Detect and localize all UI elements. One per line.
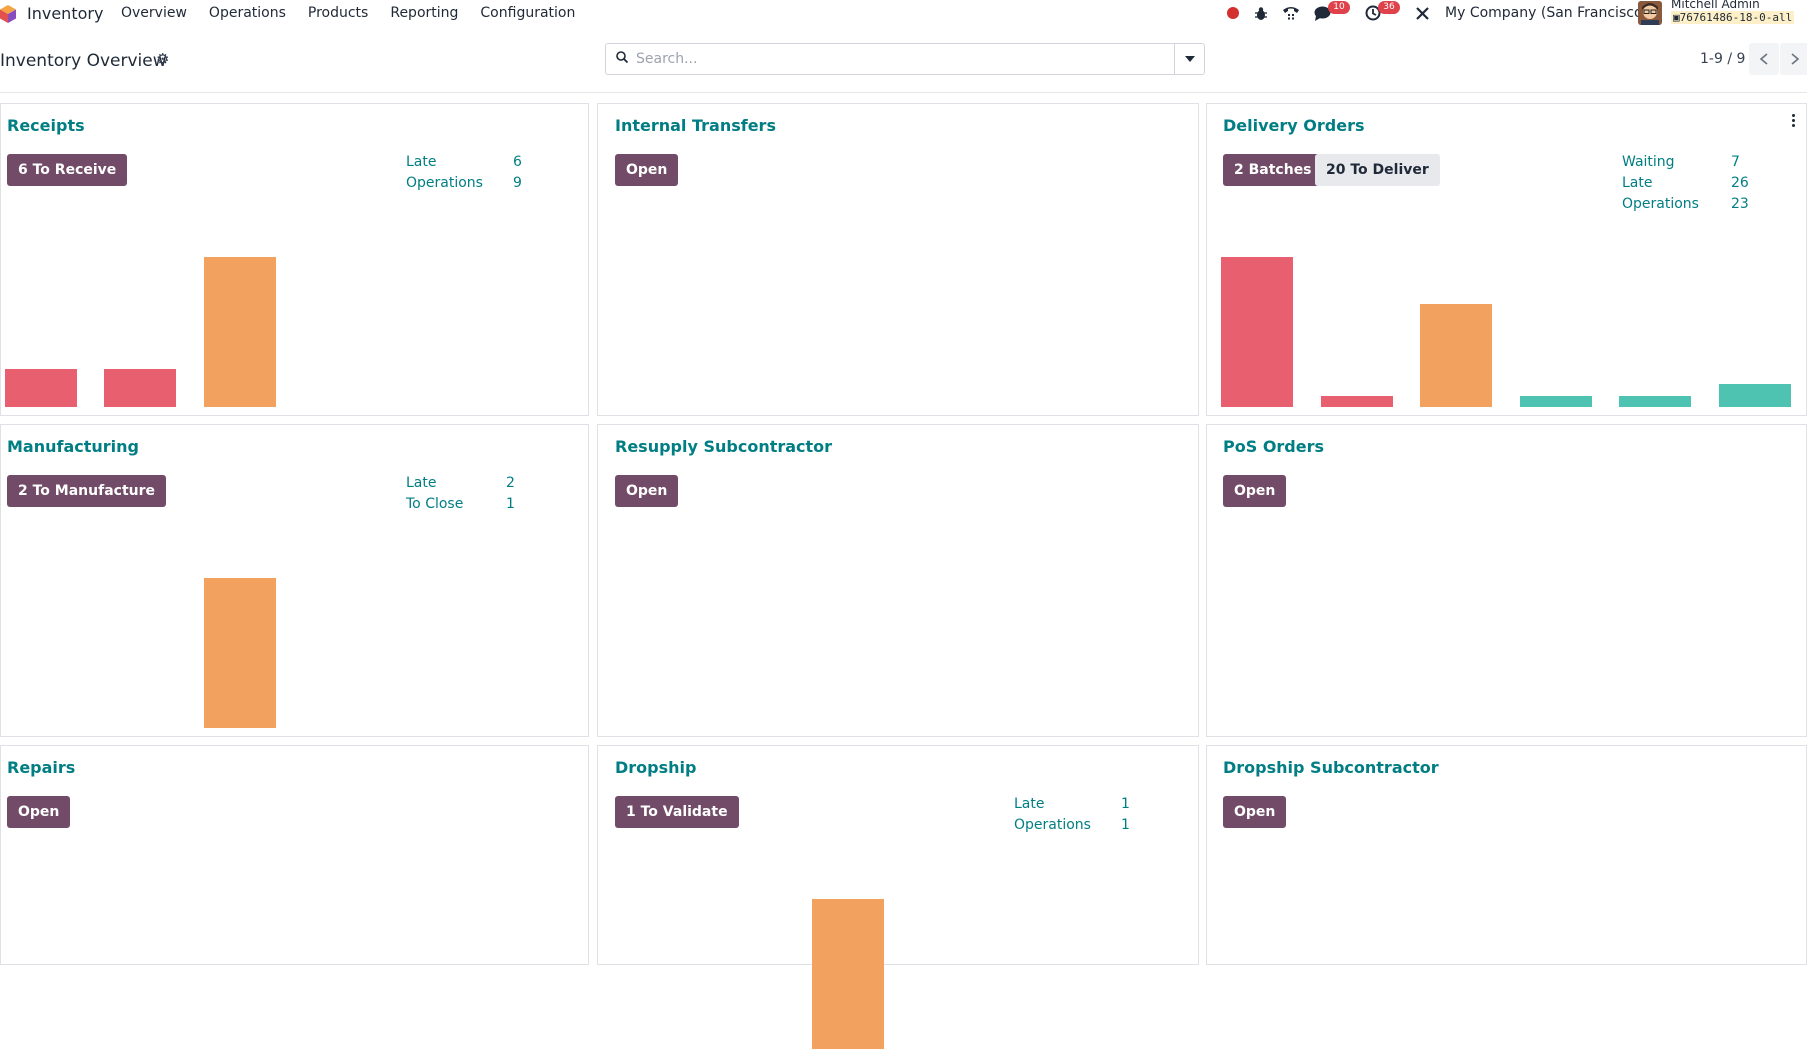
stat-waiting-label[interactable]: Waiting (1622, 154, 1675, 170)
user-avatar[interactable] (1638, 1, 1662, 25)
stat-late-label[interactable]: Late (1622, 175, 1653, 191)
menu-products[interactable]: Products (307, 5, 369, 21)
chart-bar-late[interactable] (5, 369, 77, 407)
stat-operations-label[interactable]: Operations (406, 175, 483, 191)
messages-icon[interactable] (1314, 6, 1331, 21)
card-repairs: Repairs Open (0, 745, 589, 965)
top-navbar: Inventory Overview Operations Products R… (0, 0, 1807, 28)
recording-icon[interactable] (1227, 7, 1239, 19)
control-panel-divider (0, 92, 1807, 93)
card-title-repairs[interactable]: Repairs (7, 758, 76, 777)
open-button[interactable]: Open (1223, 796, 1287, 828)
chart-bar-future[interactable] (1619, 396, 1691, 407)
chart-bar-future[interactable] (1719, 384, 1791, 407)
card-title-pos-orders[interactable]: PoS Orders (1223, 437, 1325, 456)
activities-badge: 36 (1378, 1, 1400, 14)
stat-to-close-label[interactable]: To Close (406, 496, 464, 512)
chart-bar-future[interactable] (1520, 396, 1592, 407)
card-dropship-subcontractor: Dropship Subcontractor Open (1206, 745, 1807, 965)
menu-reporting[interactable]: Reporting (390, 5, 459, 21)
stat-operations-label[interactable]: Operations (1622, 196, 1699, 212)
to-manufacture-button[interactable]: 2 To Manufacture (7, 475, 167, 507)
to-deliver-button[interactable]: 20 To Deliver (1315, 154, 1440, 186)
batches-button[interactable]: 2 Batches (1223, 154, 1323, 186)
user-name[interactable]: Mitchell Admin (1671, 0, 1760, 11)
pager-previous-button[interactable] (1749, 43, 1779, 75)
kebab-menu-icon[interactable] (1792, 114, 1796, 128)
menu-overview[interactable]: Overview (121, 5, 187, 21)
stat-late-label[interactable]: Late (1014, 796, 1045, 812)
to-receive-button[interactable]: 6 To Receive (7, 154, 128, 186)
stat-late-value[interactable]: 1 (1121, 796, 1130, 812)
chevron-left-icon (1759, 53, 1768, 65)
stat-operations-value[interactable]: 23 (1731, 196, 1749, 212)
card-dropship: Dropship 1 To Validate Late 1 Operations… (597, 745, 1199, 1049)
database-name: ▣76761486-18-0-all (1671, 11, 1795, 24)
card-title-delivery-orders[interactable]: Delivery Orders (1223, 116, 1365, 135)
page-title: Inventory Overview (0, 51, 167, 71)
card-manufacturing: Manufacturing 2 To Manufacture Late 2 To… (0, 424, 589, 737)
open-button[interactable]: Open (7, 796, 71, 828)
card-resupply-subcontractor: Resupply Subcontractor Open (597, 424, 1199, 737)
app-name[interactable]: Inventory (27, 4, 104, 23)
company-switcher[interactable]: My Company (San Francisco) (1445, 5, 1648, 21)
database-name-text: 76761486-18-0-all (1679, 11, 1793, 24)
tools-icon[interactable] (1415, 6, 1430, 21)
search-options-toggle[interactable] (1174, 44, 1204, 74)
chart-bar-normal[interactable] (204, 578, 276, 728)
stat-waiting-value[interactable]: 7 (1731, 154, 1740, 170)
card-receipts: Receipts 6 To Receive Late 6 Operations … (0, 103, 589, 416)
stat-late-label[interactable]: Late (406, 475, 437, 491)
card-title-internal-transfers[interactable]: Internal Transfers (615, 116, 776, 135)
messages-badge: 10 (1328, 1, 1350, 14)
menu-configuration[interactable]: Configuration (480, 5, 576, 21)
card-internal-transfers: Internal Transfers Open (597, 103, 1199, 416)
stat-late-value[interactable]: 2 (506, 475, 515, 491)
open-button[interactable]: Open (615, 154, 679, 186)
chart-bar-normal[interactable] (1420, 304, 1492, 407)
stat-operations-value[interactable]: 1 (1121, 817, 1130, 833)
card-title-manufacturing[interactable]: Manufacturing (7, 437, 139, 456)
card-title-dropship-subcontractor[interactable]: Dropship Subcontractor (1223, 758, 1439, 777)
card-title-receipts[interactable]: Receipts (7, 116, 85, 135)
bug-icon[interactable] (1254, 6, 1268, 21)
chart-bar-late[interactable] (1321, 396, 1393, 407)
search-bar (605, 43, 1205, 75)
stat-late-value[interactable]: 26 (1731, 175, 1749, 191)
stat-late-value[interactable]: 6 (513, 154, 522, 170)
activities-clock-icon[interactable] (1365, 5, 1381, 21)
stat-late-label[interactable]: Late (406, 154, 437, 170)
menu-operations[interactable]: Operations (208, 5, 286, 21)
gear-icon[interactable]: ⚙ (156, 50, 170, 68)
phone-icon[interactable] (1282, 5, 1300, 21)
stat-operations-value[interactable]: 9 (513, 175, 522, 191)
open-button[interactable]: Open (1223, 475, 1287, 507)
stat-to-close-value[interactable]: 1 (506, 496, 515, 512)
stat-operations-label[interactable]: Operations (1014, 817, 1091, 833)
chart-bar-normal[interactable] (812, 899, 884, 1049)
chart-bar-normal[interactable] (204, 257, 276, 407)
to-validate-button[interactable]: 1 To Validate (615, 796, 739, 828)
chevron-right-icon (1791, 53, 1800, 65)
chart-bar-late[interactable] (104, 369, 176, 407)
card-delivery-orders: Delivery Orders 2 Batches 20 To Deliver … (1206, 103, 1807, 416)
search-icon (616, 51, 628, 63)
inventory-app-icon[interactable] (0, 5, 16, 23)
search-input[interactable] (636, 48, 1176, 70)
main-menu: Overview Operations Products Reporting C… (121, 5, 597, 21)
chart-bar-late[interactable] (1221, 257, 1293, 407)
card-title-dropship[interactable]: Dropship (615, 758, 697, 777)
card-title-resupply-subcontractor[interactable]: Resupply Subcontractor (615, 437, 833, 456)
pager-value[interactable]: 1-9 / 9 (1700, 51, 1746, 67)
open-button[interactable]: Open (615, 475, 679, 507)
pager-next-button[interactable] (1780, 43, 1807, 75)
card-pos-orders: PoS Orders Open (1206, 424, 1807, 737)
